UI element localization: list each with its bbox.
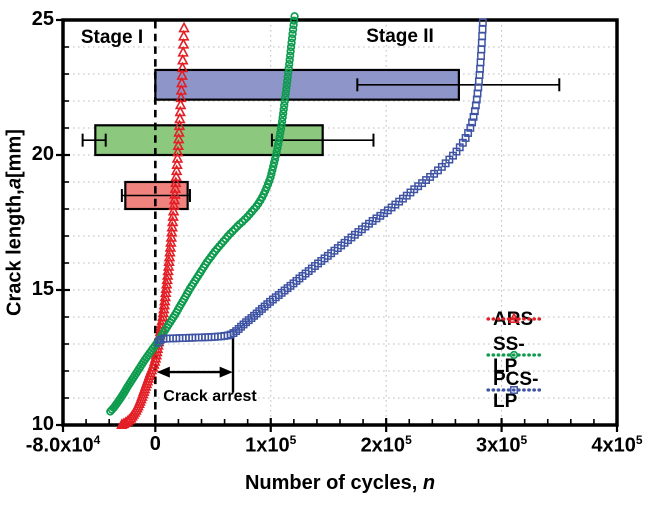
series-pcs-lp [154, 18, 487, 347]
legend-item-ars: ARS [486, 308, 542, 332]
y-axis-title: Crack length, a [mm] [0, 20, 30, 425]
y-axis-variable: a [3, 178, 26, 190]
range-bars [81, 68, 561, 211]
x-tick-label: 0 [149, 433, 161, 455]
y-tick-label: 10 [31, 413, 54, 435]
crack-arrest-annotation [156, 338, 235, 393]
legend-item-label: PCS-LP [493, 369, 539, 412]
plot-frame [61, 18, 619, 427]
x-axis-title-text: Number of cycles, [244, 472, 423, 494]
legend-marker-triangle-up-open [486, 312, 542, 323]
y-tick-label: 15 [31, 278, 54, 300]
x-tick-label: -8.0x104 [25, 433, 101, 457]
crack-arrest-label: Crack arrest [163, 388, 257, 405]
x-tick-label: 4x105 [591, 433, 643, 457]
x-tick-label: 3x105 [475, 433, 528, 457]
y-tick-label: 25 [31, 8, 54, 30]
x-axis-title: Number of cycles, n [63, 472, 617, 495]
legend-marker-circle-open [486, 350, 542, 359]
legend-marker-square-open [486, 386, 542, 394]
series-ss-lp [106, 12, 299, 416]
stage-2-label: Stage II [366, 26, 434, 47]
y-tick-label: 20 [31, 143, 54, 165]
legend-item-label: SS-LP [493, 333, 525, 377]
x-tick-label: 1x105 [245, 433, 297, 457]
legend-item-ss-lp: SS-LP [486, 334, 542, 377]
legend-item-pcs-lp: PCS-LP [486, 369, 542, 412]
stage-1-label: Stage I [80, 27, 144, 48]
x-tick-label: 2x105 [360, 433, 412, 457]
x-axis-variable: n [422, 472, 436, 494]
